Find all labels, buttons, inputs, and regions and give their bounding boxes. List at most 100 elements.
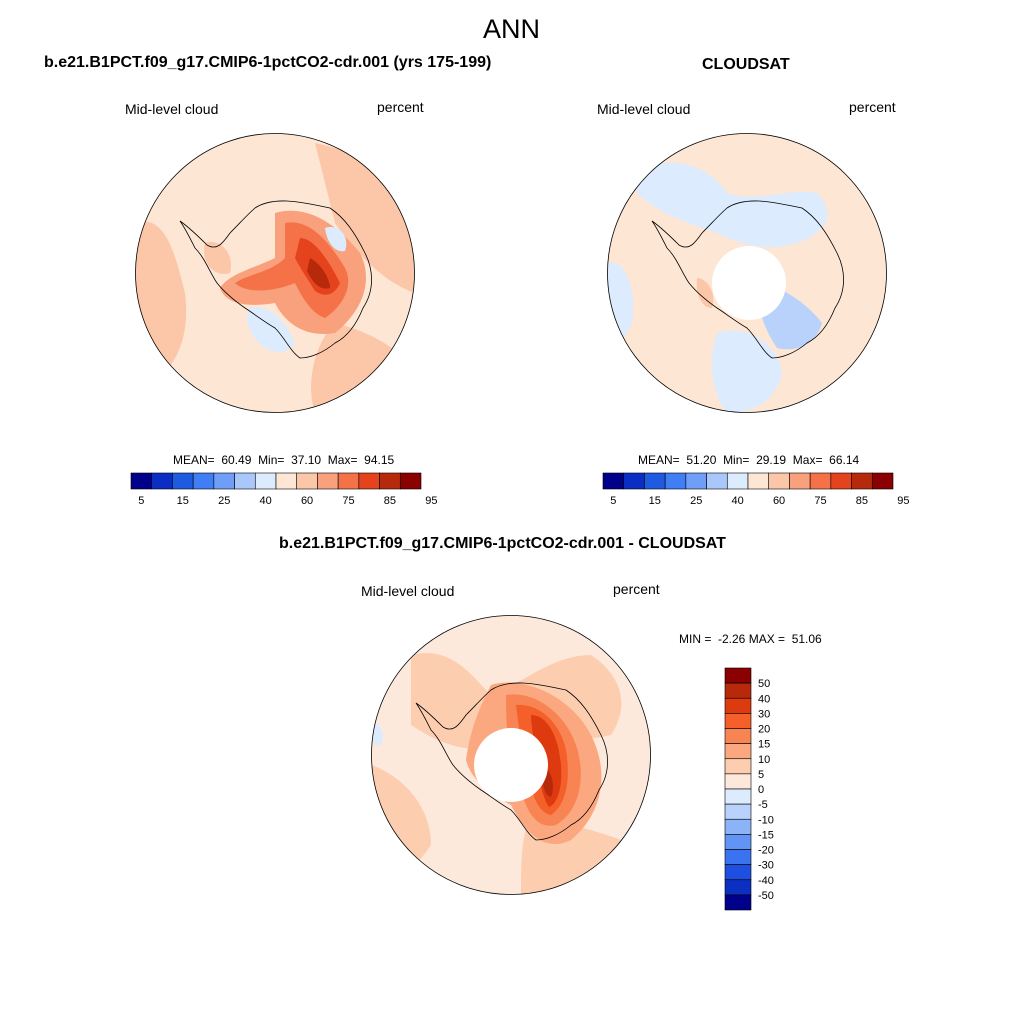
model-colorbar-swatch	[337, 472, 360, 490]
obs-colorbar: 5 15 25 40 60 75 85 95	[602, 472, 909, 507]
diff-colorbar-swatch	[724, 849, 752, 865]
obs-panel-title: CLOUDSAT	[702, 56, 790, 73]
obs-colorbar-tick-label: 5	[610, 495, 616, 507]
model-colorbar-tick-label: 25	[218, 495, 230, 507]
obs-colorbar-tick-label: 25	[690, 495, 702, 507]
model-colorbar-tick-label: 60	[301, 495, 313, 507]
model-panel-title: b.e21.B1PCT.f09_g17.CMIP6-1pctCO2-cdr.00…	[44, 54, 492, 71]
obs-colorbar-tick-label: 40	[732, 495, 744, 507]
page-title: ANN	[483, 14, 541, 44]
obs-colorbar-swatch	[664, 472, 687, 490]
diff-colorbar-tick-label: 20	[758, 724, 770, 736]
obs-units-label: percent	[849, 99, 896, 115]
model-colorbar-swatch	[192, 472, 215, 490]
obs-colorbar-tick-label: 75	[814, 495, 826, 507]
diff-colorbar-swatch	[724, 682, 752, 699]
obs-colorbar-tick-label: 60	[773, 495, 785, 507]
model-colorbar-swatch	[399, 472, 422, 490]
diff-colorbar-tick-label: 5	[758, 769, 764, 781]
diff-colorbar-tick-label: -30	[758, 860, 774, 872]
diff-colorbar-swatch	[724, 728, 752, 744]
diff-colorbar-tick-label: -5	[758, 799, 768, 811]
model-colorbar-swatch	[172, 472, 194, 490]
diff-colorbar-tick-label: -10	[758, 814, 774, 826]
model-stats: MEAN= 60.49 Min= 37.10 Max= 94.15	[173, 453, 395, 467]
model-variable-label: Mid-level cloud	[125, 101, 219, 117]
obs-colorbar-swatch	[602, 472, 625, 490]
obs-colorbar-swatch	[830, 472, 852, 490]
model-colorbar-swatch	[296, 472, 318, 490]
obs-colorbar-swatch	[789, 472, 811, 490]
model-colorbar-swatch	[130, 472, 153, 490]
diff-colorbar-tick-label: 40	[758, 693, 770, 705]
model-antarctica-coastline	[179, 200, 372, 359]
diff-units-label: percent	[613, 581, 660, 597]
model-colorbar-tick-label: 75	[342, 495, 354, 507]
diff-colorbar-swatch	[724, 667, 752, 684]
obs-colorbar-swatch	[747, 472, 770, 490]
diff-colorbar-swatch	[724, 758, 752, 775]
model-polar-map	[135, 133, 415, 413]
model-colorbar-tick-label: 5	[138, 495, 144, 507]
obs-missing-pole	[712, 246, 786, 320]
obs-stats: MEAN= 51.20 Min= 29.19 Max= 66.14	[638, 453, 860, 467]
model-colorbar-swatch	[213, 472, 235, 490]
diff-panel-title: b.e21.B1PCT.f09_g17.CMIP6-1pctCO2-cdr.00…	[279, 535, 726, 552]
obs-colorbar-tick-label: 85	[856, 495, 868, 507]
diff-polar-map	[371, 615, 651, 895]
model-colorbar-tick-label: 15	[177, 495, 189, 507]
model-colorbar-swatch	[275, 472, 298, 490]
obs-colorbar-swatch	[685, 472, 707, 490]
model-colorbar-tick-label: 85	[384, 495, 396, 507]
diff-colorbar-swatch	[724, 803, 752, 820]
diff-colorbar-tick-label: 0	[758, 784, 764, 796]
model-colorbar-tick-label: 95	[425, 495, 437, 507]
model-continent-cloud-mid	[235, 222, 349, 318]
diff-colorbar-tick-label: 15	[758, 739, 770, 751]
obs-high-cloud-peninsula	[696, 278, 714, 308]
diff-colorbar-swatch	[724, 788, 752, 805]
model-weddell-low	[325, 227, 347, 252]
obs-colorbar-tick-label: 15	[649, 495, 661, 507]
diff-colorbar-tick-label: -40	[758, 875, 774, 887]
diff-colorbar-swatch	[724, 773, 752, 790]
diff-colorbar-swatch	[724, 894, 752, 911]
model-colorbar: 5 15 25 40 60 75 85 95	[130, 472, 437, 507]
obs-colorbar-swatch	[706, 472, 728, 490]
obs-variable-label: Mid-level cloud	[597, 101, 691, 117]
diff-colorbar-swatch	[724, 743, 752, 760]
diff-colorbar-tick-label: 10	[758, 754, 770, 766]
obs-colorbar-swatch	[768, 472, 790, 490]
diff-colorbar-tick-label: -20	[758, 845, 774, 857]
model-colorbar-swatch	[317, 472, 339, 490]
obs-colorbar-swatch	[644, 472, 666, 490]
model-peninsula-cloud	[204, 242, 231, 274]
model-continent-cloud-peak	[307, 258, 330, 289]
model-units-label: percent	[377, 99, 424, 115]
obs-polar-map	[607, 133, 887, 413]
diff-colorbar-tick-label: 50	[758, 678, 770, 690]
diff-colorbar-tick-label: -50	[758, 890, 774, 902]
obs-antarctica-coastline	[651, 200, 844, 359]
diff-missing-pole	[474, 728, 548, 802]
obs-colorbar-swatch	[809, 472, 832, 490]
diff-antarctica-coastline	[415, 682, 608, 841]
diff-colorbar-swatch	[724, 818, 752, 835]
diff-colorbar-swatch	[724, 713, 752, 729]
obs-colorbar-swatch	[623, 472, 645, 490]
obs-colorbar-swatch	[726, 472, 749, 490]
obs-colorbar-swatch	[871, 472, 894, 490]
model-colorbar-swatch	[151, 472, 173, 490]
diff-colorbar-tick-label: 30	[758, 708, 770, 720]
model-ross-sea-low	[247, 307, 295, 353]
diff-colorbar-swatch	[724, 834, 752, 850]
model-colorbar-swatch	[379, 472, 401, 490]
diff-colorbar-swatch	[724, 879, 752, 896]
model-colorbar-swatch	[254, 472, 277, 490]
diff-colorbar-swatch	[724, 864, 752, 881]
obs-colorbar-tick-label: 95	[897, 495, 909, 507]
model-colorbar-swatch	[358, 472, 380, 490]
diff-colorbar-swatch	[724, 697, 752, 714]
diff-minmax: MIN = -2.26 MAX = 51.06	[679, 632, 822, 646]
